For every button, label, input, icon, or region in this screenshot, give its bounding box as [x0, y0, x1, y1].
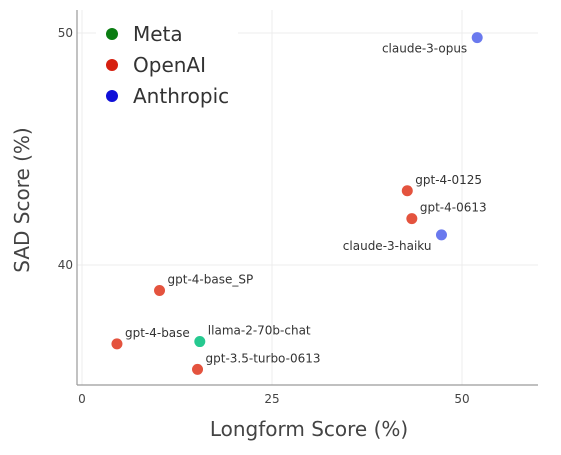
data-point [154, 285, 166, 297]
legend-marker [106, 59, 118, 71]
data-point-label: gpt-4-base [125, 326, 190, 340]
legend-entry-label: Meta [133, 22, 183, 46]
legend-background [96, 18, 238, 114]
legend: Meta OpenAI Anthropic [96, 18, 238, 114]
x-tick-label: 50 [454, 392, 469, 406]
legend-entry-label: Anthropic [133, 84, 229, 108]
data-point [192, 363, 204, 375]
data-point-label: gpt-4-0125 [415, 173, 482, 187]
data-point-label: claude-3-haiku [343, 239, 432, 253]
x-tick-label: 0 [78, 392, 86, 406]
data-point [406, 213, 418, 225]
data-point-label: gpt-4-base_SP [168, 273, 254, 287]
legend-marker [106, 28, 118, 40]
points-layer: claude-3-opus gpt-4-0125 gpt-4-0613 claude-… [111, 32, 487, 375]
y-tick-label: 50 [58, 26, 73, 40]
data-point-label: claude-3-opus [382, 42, 467, 56]
data-point [194, 336, 206, 348]
legend-marker [106, 90, 118, 102]
data-point [111, 338, 123, 350]
data-point [401, 185, 413, 197]
data-point [435, 229, 447, 241]
y-axis-title: SAD Score (%) [10, 127, 34, 273]
x-axis-title: Longform Score (%) [210, 417, 408, 441]
x-tick-label: 25 [264, 392, 279, 406]
axes-layer: 0 25 50 40 50 [58, 10, 538, 406]
data-point-label: llama-2-70b-chat [208, 324, 311, 338]
data-point-label: gpt-3.5-turbo-0613 [206, 351, 321, 365]
data-point [471, 32, 483, 44]
data-point-label: gpt-4-0613 [420, 201, 487, 215]
y-tick-label: 40 [58, 258, 73, 272]
legend-entry-label: OpenAI [133, 53, 206, 77]
